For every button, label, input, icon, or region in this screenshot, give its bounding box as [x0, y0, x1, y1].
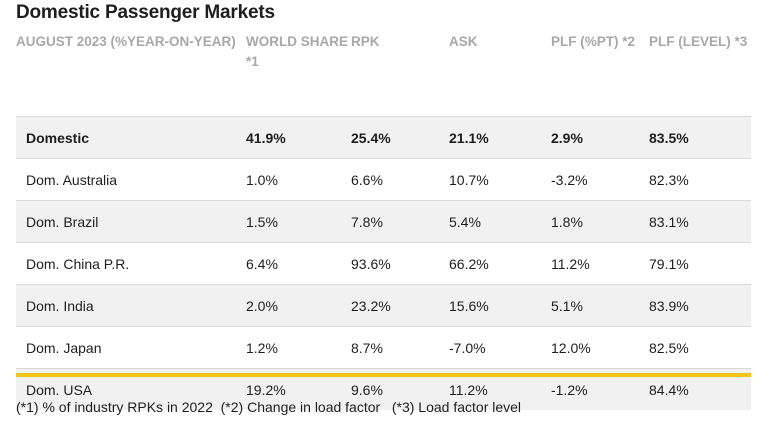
- cell-plf-level: 83.9%: [649, 284, 751, 327]
- cell-market: Dom. Australia: [16, 158, 246, 201]
- cell-plf-pt: 12.0%: [551, 326, 649, 369]
- cell-ask: 15.6%: [449, 284, 551, 327]
- cell-ask: 5.4%: [449, 200, 551, 243]
- cell-world-share: 1.5%: [246, 200, 351, 243]
- accent-bar: [16, 373, 751, 377]
- cell-rpk: 93.6%: [351, 242, 449, 285]
- cell-ask: -7.0%: [449, 326, 551, 369]
- cell-rpk: 8.7%: [351, 326, 449, 369]
- cell-world-share: 2.0%: [246, 284, 351, 327]
- footnote: (*1) % of industry RPKs in 2022 (*2) Cha…: [16, 399, 522, 415]
- cell-market: Dom. Japan: [16, 326, 246, 369]
- cell-market: Dom. Brazil: [16, 200, 246, 243]
- column-header-world-share: WORLD SHARE *1: [246, 34, 348, 69]
- cell-ask: 21.1%: [449, 116, 551, 159]
- column-header-plf-pt: PLF (%PT) *2: [551, 34, 636, 49]
- cell-plf-level: 82.3%: [649, 158, 751, 201]
- cell-rpk: 7.8%: [351, 200, 449, 243]
- cell-rpk: 25.4%: [351, 116, 449, 159]
- cell-plf-pt: 11.2%: [551, 242, 649, 285]
- cell-plf-level: 79.1%: [649, 242, 751, 285]
- cell-rpk: 23.2%: [351, 284, 449, 327]
- cell-ask: 66.2%: [449, 242, 551, 285]
- cell-plf-pt: 2.9%: [551, 116, 649, 159]
- table-row: Dom. Japan 1.2% 8.7% -7.0% 12.0% 82.5%: [16, 326, 751, 369]
- cell-plf-pt: 1.8%: [551, 200, 649, 243]
- column-header-market: AUGUST 2023 (%YEAR-ON-YEAR): [16, 34, 236, 49]
- column-header-plf-level: PLF (LEVEL) *3: [649, 34, 748, 49]
- cell-market: Dom. India: [16, 284, 246, 327]
- table-row: Dom. China P.R. 6.4% 93.6% 66.2% 11.2% 7…: [16, 242, 751, 285]
- passenger-markets-table: AUGUST 2023 (%YEAR-ON-YEAR) WORLD SHARE …: [16, 30, 751, 410]
- cell-world-share: 1.2%: [246, 326, 351, 369]
- cell-plf-level: 82.5%: [649, 326, 751, 369]
- table-title: Domestic Passenger Markets: [16, 2, 275, 23]
- cell-plf-pt: 5.1%: [551, 284, 649, 327]
- cell-ask: 10.7%: [449, 158, 551, 201]
- cell-rpk: 6.6%: [351, 158, 449, 201]
- cell-plf-pt: -3.2%: [551, 158, 649, 201]
- table-row: Dom. Brazil 1.5% 7.8% 5.4% 1.8% 83.1%: [16, 200, 751, 243]
- cell-plf-level: 83.1%: [649, 200, 751, 243]
- table-row: Domestic 41.9% 25.4% 21.1% 2.9% 83.5%: [16, 116, 751, 159]
- table-row: Dom. Australia 1.0% 6.6% 10.7% -3.2% 82.…: [16, 158, 751, 201]
- cell-world-share: 1.0%: [246, 158, 351, 201]
- header-row: AUGUST 2023 (%YEAR-ON-YEAR) WORLD SHARE …: [16, 30, 751, 75]
- cell-plf-level: 83.5%: [649, 116, 751, 159]
- cell-world-share: 6.4%: [246, 242, 351, 285]
- cell-market: Dom. China P.R.: [16, 242, 246, 285]
- column-header-ask: ASK: [449, 34, 478, 49]
- column-header-rpk: RPK: [351, 34, 380, 49]
- table-row: Dom. India 2.0% 23.2% 15.6% 5.1% 83.9%: [16, 284, 751, 327]
- cell-market: Domestic: [16, 116, 246, 159]
- cell-world-share: 41.9%: [246, 116, 351, 159]
